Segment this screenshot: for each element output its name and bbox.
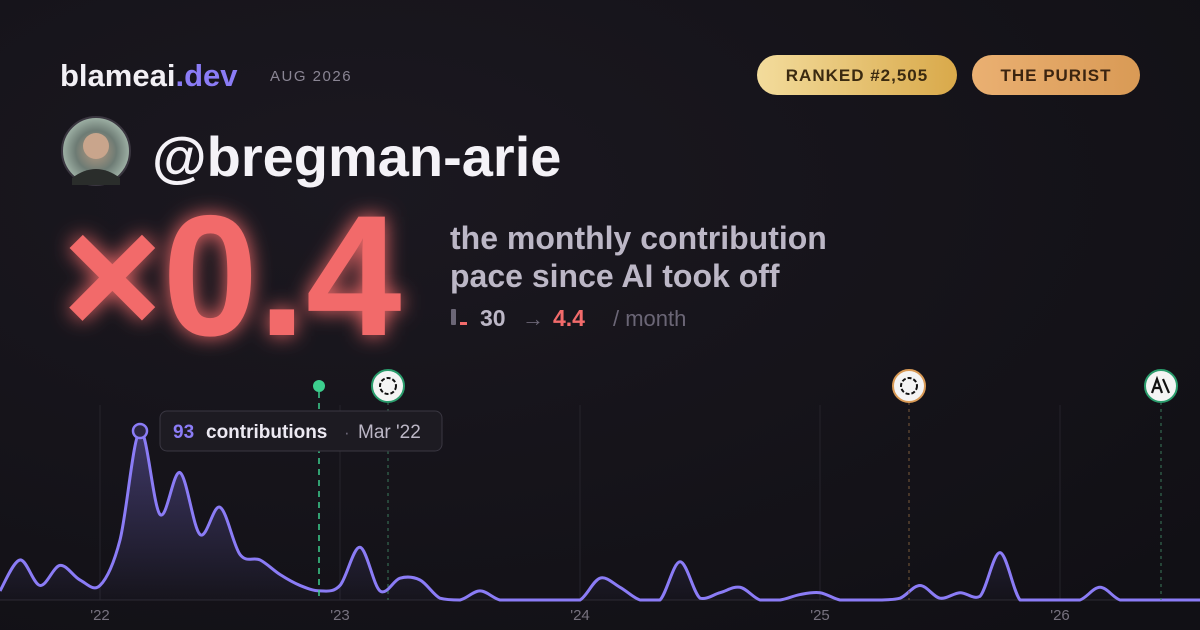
unit: / month: [613, 306, 686, 331]
tooltip-label: contributions: [206, 422, 327, 443]
after-value: 4.4: [553, 305, 585, 331]
event-icon: [371, 369, 405, 403]
before-value: 30: [480, 305, 506, 331]
event-icon: [1144, 369, 1178, 403]
pace-icon: [460, 322, 467, 325]
event-icon-glyph: [379, 377, 397, 395]
brand-name: blameai: [60, 58, 175, 93]
x-tick-label: '23: [330, 607, 350, 624]
badge-label: RANKED #2,505: [786, 66, 928, 85]
x-tick-label: '24: [570, 607, 590, 624]
tooltip-value: 93: [173, 422, 194, 443]
badge: [972, 55, 1140, 95]
event-icon-glyph: [900, 377, 918, 395]
handle: @bregman-arie: [152, 125, 561, 188]
badge: [757, 55, 957, 95]
line: [0, 429, 1200, 602]
event-icon: [892, 369, 926, 403]
multiplier: ×0.4: [62, 180, 402, 372]
avatar-face: [83, 133, 109, 159]
date: AUG 2026: [270, 68, 352, 85]
tooltip-separator: ·: [344, 423, 350, 442]
description: the monthly contribution: [450, 220, 827, 256]
area: [0, 430, 1200, 600]
event-icon-glyph: [1150, 375, 1171, 394]
tooltip-date: Mar '22: [358, 422, 421, 443]
peak-marker: [131, 422, 149, 440]
badge-label: THE PURIST: [1000, 66, 1111, 85]
event-dot: [313, 380, 325, 392]
description: pace since AI took off: [450, 258, 780, 294]
x-tick-label: '22: [90, 607, 110, 624]
tooltip: [159, 410, 443, 452]
x-tick-label: '25: [810, 607, 830, 624]
brand: blameai.dev: [60, 58, 238, 93]
pace-icon: [451, 309, 456, 325]
avatar-body: [72, 169, 120, 185]
brand-suffix: .dev: [175, 58, 238, 93]
arrow: →: [522, 306, 544, 331]
x-tick-label: '26: [1050, 607, 1070, 624]
